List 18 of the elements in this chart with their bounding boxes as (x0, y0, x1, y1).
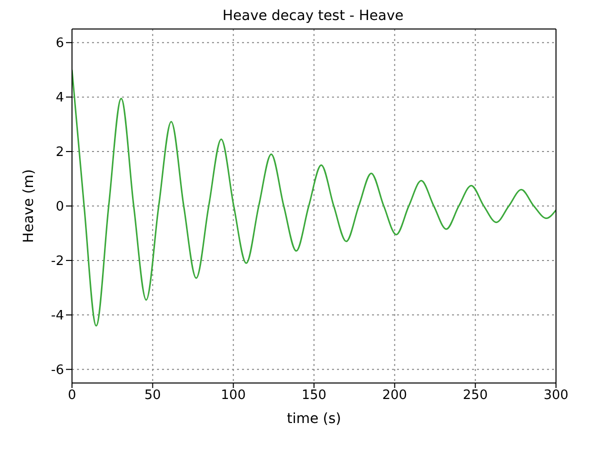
x-tick-label: 300 (544, 388, 568, 404)
chart-title: Heave decay test - Heave (221, 8, 405, 24)
x-axis-title: time (s) (286, 411, 342, 427)
y-tick-label: -6 (51, 363, 64, 378)
x-tick-label: 50 (144, 388, 161, 404)
y-tick-label: 6 (56, 36, 64, 52)
x-tick-label: 200 (382, 388, 408, 404)
y-tick-label: -2 (51, 254, 64, 270)
line-series (72, 69, 556, 327)
y-tick-label: 2 (56, 145, 64, 160)
x-tick-label: 250 (462, 388, 488, 404)
x-tick-label: 100 (220, 388, 246, 404)
x-tick-label: 150 (302, 388, 326, 404)
y-tick-label: -4 (51, 308, 64, 324)
y-axis-title: Heave (m) (20, 169, 37, 243)
x-tick-label: 0 (68, 388, 76, 404)
y-tick-label: 0 (56, 200, 64, 215)
y-tick-label: 4 (56, 90, 64, 106)
